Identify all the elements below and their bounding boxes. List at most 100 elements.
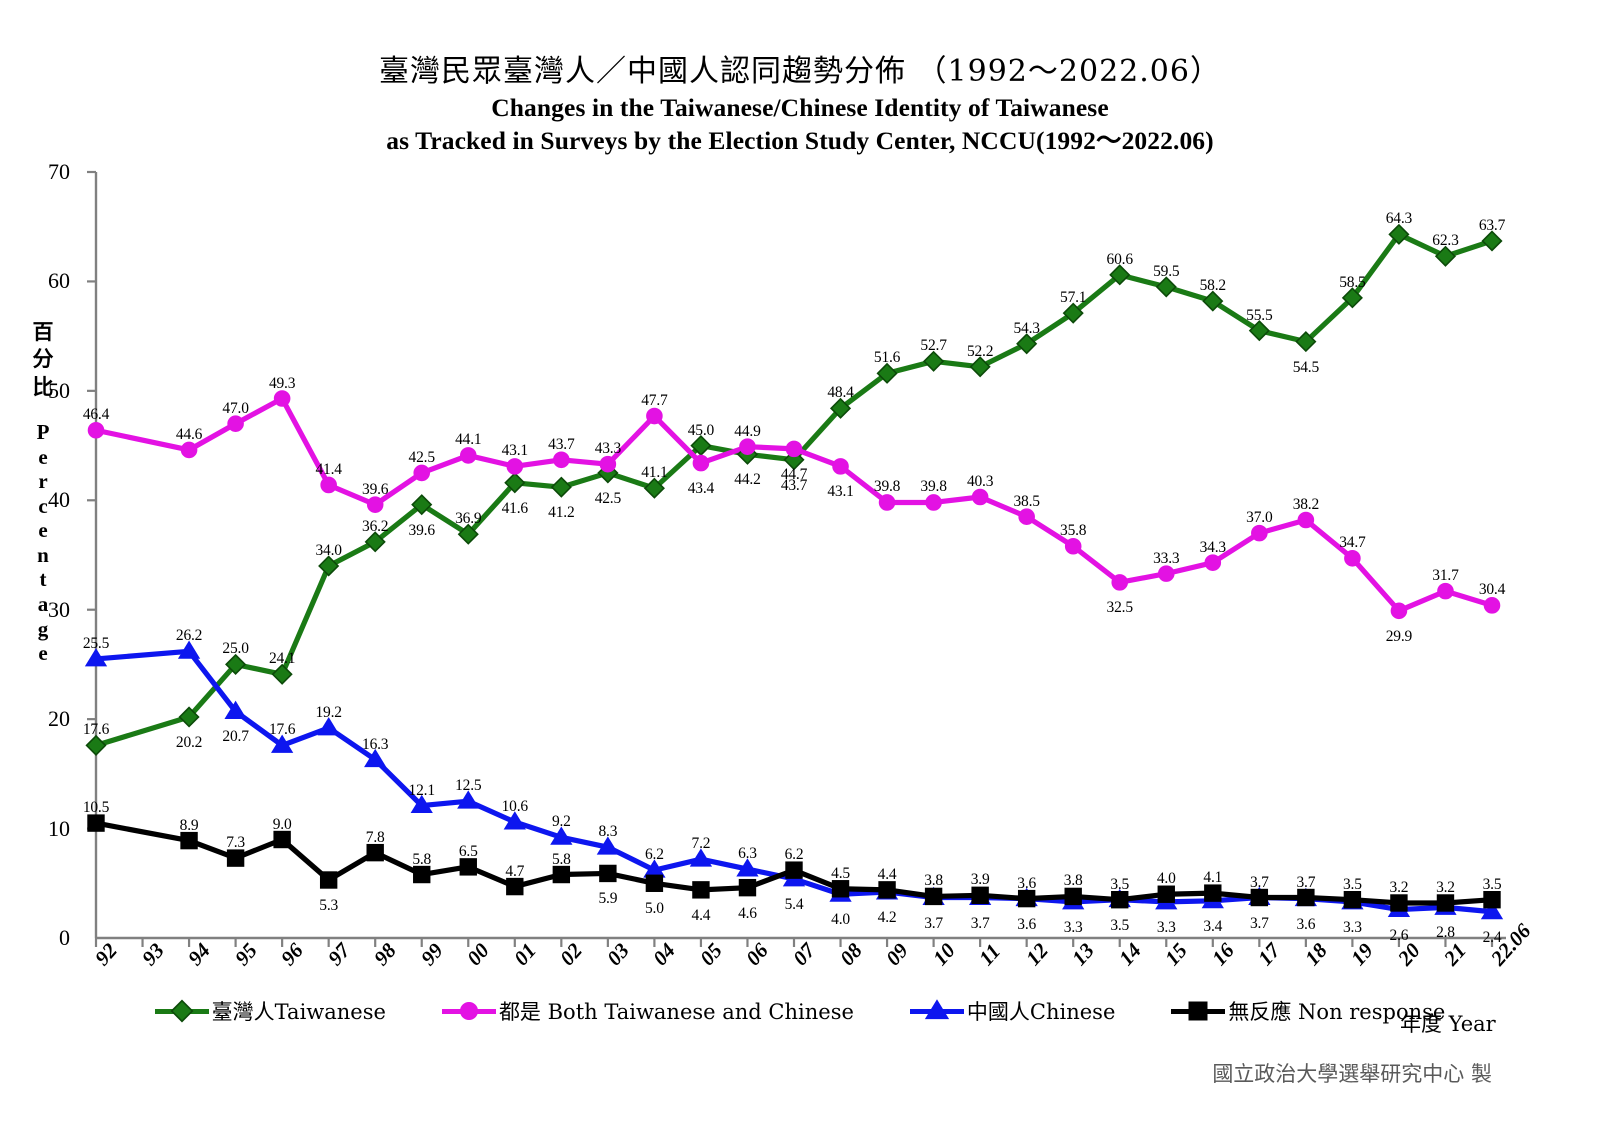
data-point-label: 3.7 [1296, 873, 1316, 891]
data-point-label: 37.0 [1246, 509, 1273, 527]
data-point-label: 43.7 [780, 476, 808, 494]
data-point-label: 43.1 [827, 483, 854, 501]
y-tick-label: 10 [48, 815, 70, 841]
data-point-label: 43.4 [687, 480, 715, 498]
data-point-label: 39.6 [408, 521, 436, 539]
data-point-label: 60.6 [1106, 250, 1134, 268]
data-point-label: 3.7 [970, 914, 990, 932]
data-point-label: 40.3 [966, 473, 994, 490]
page-title-en-line1: Changes in the Taiwanese/Chinese Identit… [491, 93, 1109, 122]
data-point-label: 44.6 [175, 425, 203, 443]
data-point-label: 6.2 [645, 846, 664, 864]
page-title-en-line2: as Tracked in Surveys by the Election St… [386, 126, 1214, 156]
legend-item-both[interactable]: 都是 Both Taiwanese and Chinese [441, 996, 854, 1026]
data-point-label: 4.1 [1203, 869, 1223, 887]
data-point-label: 3.5 [1110, 916, 1130, 934]
data-point-label: 57.1 [1060, 289, 1087, 307]
data-point-label: 63.7 [1478, 216, 1506, 234]
data-point-label: 20.2 [175, 733, 203, 751]
data-point-label: 5.8 [412, 850, 432, 868]
x-axis-label: 年度 Year [1400, 1012, 1496, 1036]
legend-label: 中國人Chinese [966, 1000, 1116, 1024]
data-point-label: 9.0 [272, 815, 292, 833]
data-point-label: 4.6 [738, 904, 757, 922]
data-point-label: 6.2 [784, 846, 804, 864]
data-point-label: 10.6 [501, 798, 529, 815]
legend-item-nonresponse[interactable]: 無反應 Non response [1171, 996, 1445, 1026]
legend-label: 都是 Both Taiwanese and Chinese [498, 1000, 854, 1024]
data-point-label: 3.9 [970, 871, 990, 889]
legend-item-chinese[interactable]: 中國人Chinese [909, 996, 1116, 1026]
data-point-label: 5.3 [319, 897, 339, 914]
data-point-label: 32.5 [1106, 599, 1134, 617]
data-point-label: 4.7 [505, 862, 525, 880]
data-point-label: 29.9 [1385, 627, 1413, 645]
data-point-label: 48.4 [827, 384, 854, 402]
data-point-label: 2.4 [1482, 928, 1502, 946]
data-point-label: 4.0 [831, 911, 850, 929]
data-point-label: 44.1 [455, 431, 482, 449]
y-tick-label: 70 [48, 159, 70, 184]
data-point-label: 6.5 [458, 842, 478, 860]
data-point-label: 24.1 [268, 650, 296, 668]
data-point-label: 58.5 [1339, 273, 1366, 291]
data-point-label: 7.3 [226, 834, 245, 852]
data-point-label: 3.2 [1436, 878, 1455, 896]
data-point-label: 64.3 [1385, 210, 1413, 228]
data-point-label: 2.8 [1436, 924, 1455, 942]
data-point-label: 4.0 [1156, 870, 1176, 888]
data-point-label: 4.4 [691, 906, 711, 924]
data-point-label: 58.2 [1199, 277, 1227, 295]
data-point-label: 46.4 [82, 406, 110, 424]
data-point-label: 39.8 [920, 478, 947, 496]
data-point-label: 10.5 [82, 799, 110, 817]
data-point-label: 8.3 [598, 823, 618, 841]
data-point-label: 16.3 [362, 735, 389, 753]
legend-item-taiwanese[interactable]: 臺灣人Taiwanese [154, 996, 386, 1026]
data-point-label: 36.9 [455, 510, 482, 528]
data-point-label: 33.3 [1153, 549, 1180, 567]
data-point-label: 39.6 [362, 480, 389, 498]
data-point-label: 3.6 [1296, 915, 1316, 933]
data-point-label: 54.5 [1292, 358, 1320, 376]
data-point-label: 44.2 [734, 471, 761, 489]
chart-title-block: 臺灣民眾臺灣人／中國人認同趨勢分佈 （1992～2022.06） Changes… [0, 52, 1600, 157]
data-point-label: 3.4 [1203, 917, 1223, 935]
data-point-label: 8.9 [179, 816, 199, 834]
data-point-label: 3.5 [1110, 875, 1130, 893]
circle-icon [441, 1001, 496, 1021]
diamond-icon [154, 999, 209, 1023]
data-point-label: 52.2 [966, 342, 994, 360]
data-point-label: 17.6 [268, 721, 296, 739]
data-point-label: 25.0 [222, 640, 249, 658]
data-point-label: 3.7 [1249, 873, 1269, 891]
data-point-label: 4.4 [877, 865, 897, 883]
data-point-label: 3.8 [924, 872, 943, 890]
data-point-label: 42.5 [594, 489, 622, 507]
y-tick-label: 40 [48, 487, 70, 513]
data-point-label: 52.7 [920, 337, 947, 355]
data-point-label: 3.7 [924, 914, 943, 932]
data-point-label: 12.1 [408, 781, 436, 799]
data-point-label: 9.2 [551, 813, 571, 831]
data-point-label: 20.7 [222, 728, 249, 746]
data-point-label: 47.7 [641, 392, 668, 410]
data-point-label: 38.5 [1013, 492, 1040, 510]
data-point-label: 42.5 [408, 448, 436, 466]
data-point-label: 3.5 [1343, 875, 1362, 893]
data-point-label: 45.0 [687, 421, 715, 439]
data-point-label: 3.5 [1482, 875, 1502, 893]
data-point-label: 59.5 [1153, 262, 1180, 280]
data-point-label: 34.0 [315, 541, 342, 559]
data-point-label: 43.7 [548, 435, 575, 453]
data-point-label: 5.9 [598, 890, 618, 908]
data-point-label: 38.2 [1292, 495, 1320, 513]
legend-label: 臺灣人Taiwanese [211, 1000, 386, 1024]
data-point-label: 2.6 [1389, 926, 1409, 944]
data-point-label: 5.4 [784, 895, 804, 913]
y-tick-label: 20 [48, 706, 70, 732]
data-point-label: 3.2 [1389, 878, 1409, 896]
data-point-label: 7.2 [691, 835, 711, 853]
